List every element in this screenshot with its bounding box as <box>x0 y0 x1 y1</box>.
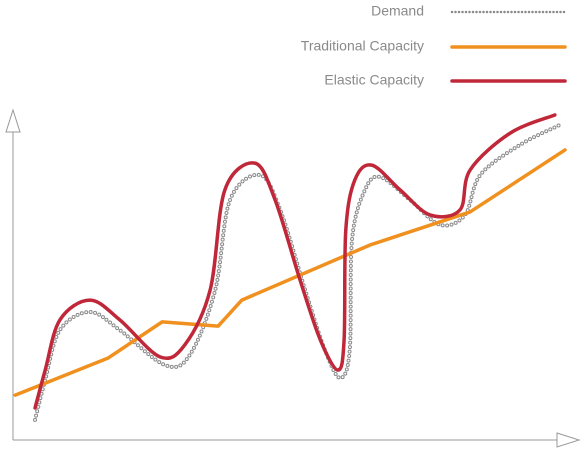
series-line <box>33 113 557 410</box>
series-line <box>13 148 567 397</box>
x-axis-arrow <box>556 432 581 448</box>
legend-label: Traditional Capacity <box>301 38 424 54</box>
axes <box>5 108 581 448</box>
legend-label: Demand <box>371 3 424 19</box>
y-axis-arrow <box>5 108 21 133</box>
legend-label: Elastic Capacity <box>324 72 424 88</box>
